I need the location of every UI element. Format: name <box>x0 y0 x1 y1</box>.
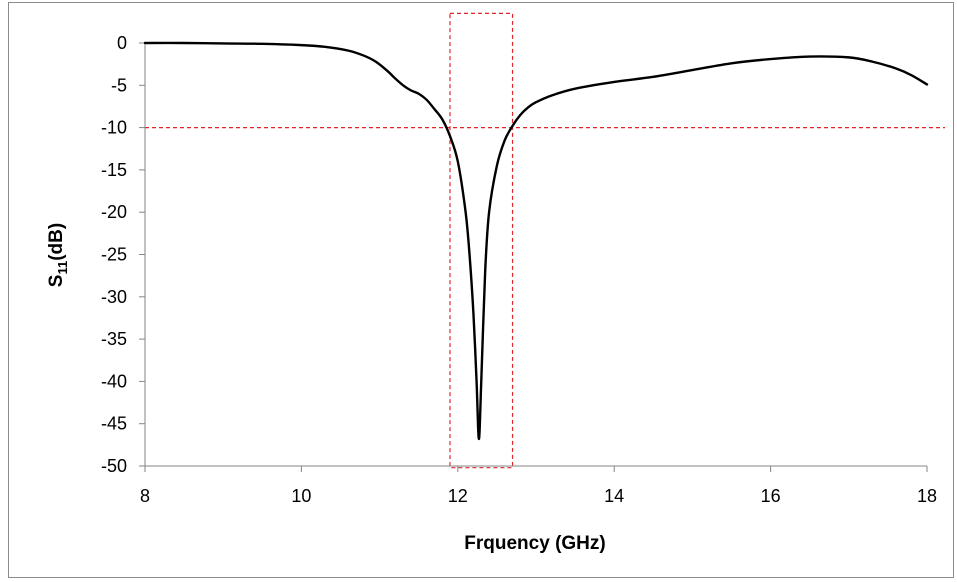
axes-layer: 0 -5 -10 -15 -20 -25 -30 -35 -40 -45 -50 8 10 12 14 16 1… <box>101 33 937 506</box>
bandwidth-box <box>449 12 514 469</box>
series-layer <box>143 41 929 441</box>
y-axis-title-suffix: (dB) <box>46 223 67 261</box>
y-axis-title-subscript: 11 <box>55 261 70 275</box>
x-tick-label: 8 <box>140 486 150 506</box>
y-tick-label: -20 <box>101 202 127 222</box>
x-axis-title: Frquency (GHz) <box>464 533 605 554</box>
y-tick-label: 0 <box>117 33 127 53</box>
chart-border <box>8 2 954 578</box>
x-tick-label: 12 <box>448 486 468 506</box>
y-tick-label: -5 <box>111 75 127 95</box>
x-tick-label: 16 <box>761 486 781 506</box>
y-tick-label: -45 <box>101 414 127 434</box>
y-axis-title-main: S <box>46 275 67 288</box>
y-tick-label: -10 <box>101 118 127 138</box>
annotations-layer <box>145 12 945 469</box>
labels-layer: Frquency (GHz) S11(dB) <box>46 223 606 554</box>
y-tick-label: -30 <box>101 287 127 307</box>
y-tick-label: -25 <box>101 245 127 265</box>
x-tick-label: 10 <box>291 486 311 506</box>
y-tick-label: -35 <box>101 329 127 349</box>
x-tick-label: 14 <box>604 486 624 506</box>
x-tick-label: 18 <box>917 486 937 506</box>
y-tick-label: -40 <box>101 371 127 391</box>
y-tick-label: -50 <box>101 456 127 476</box>
y-tick-label: -15 <box>101 160 127 180</box>
s11-series-line <box>143 41 929 441</box>
y-axis-title: S11(dB) <box>46 223 70 287</box>
